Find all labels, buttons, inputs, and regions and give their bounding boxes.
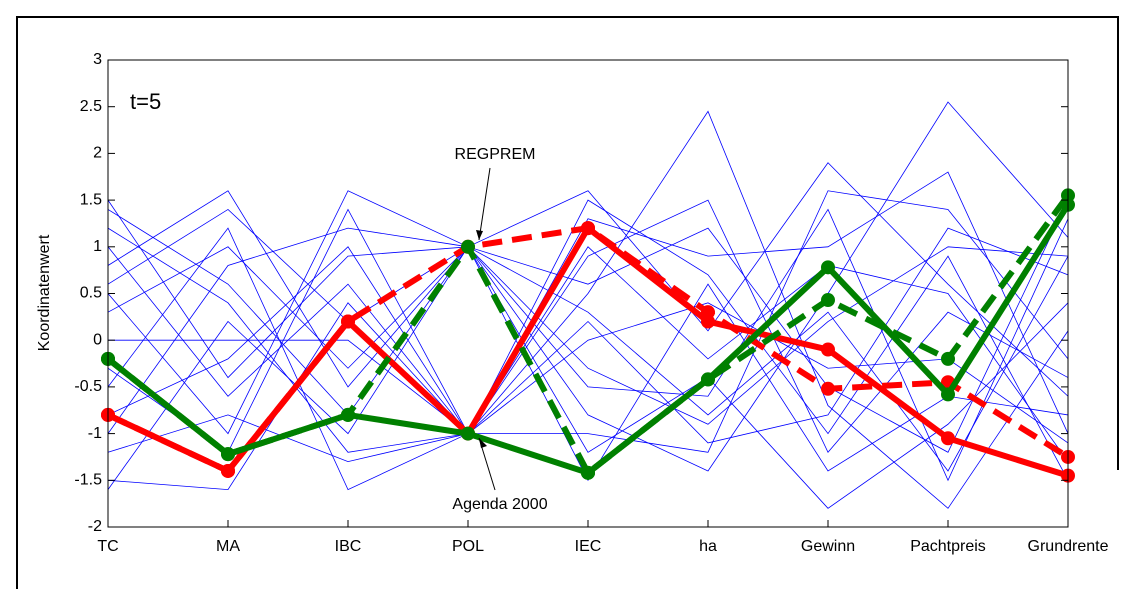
- series-marker: [941, 431, 955, 446]
- x-tick-label: IBC: [335, 538, 362, 555]
- y-tick-label: 0.5: [80, 285, 102, 302]
- y-tick-label: 0: [93, 331, 102, 348]
- series-marker: [461, 239, 475, 254]
- background-line: [108, 302, 1069, 444]
- y-axis-label: Koordinatenwert: [36, 234, 53, 351]
- background-line: [107, 199, 1069, 453]
- annotation: t=5: [130, 89, 161, 114]
- y-tick-label: -1.5: [74, 472, 102, 489]
- y-tick-label: -2: [88, 518, 102, 535]
- series-line: [106, 203, 1071, 476]
- y-tick-label: 1: [93, 238, 102, 255]
- series-marker: [941, 351, 955, 366]
- x-tick-label: Gewinn: [801, 538, 855, 555]
- series-marker: [341, 407, 355, 422]
- x-tick-label: POL: [452, 538, 484, 555]
- background-line: [107, 101, 1069, 472]
- series-marker: [821, 381, 835, 396]
- x-tick-label: TC: [97, 538, 118, 555]
- background-line: [107, 199, 1069, 491]
- background-line: [107, 208, 1069, 472]
- annotation-arrow: [478, 167, 491, 241]
- background-line: [107, 190, 1069, 453]
- y-tick-label: -1: [88, 425, 102, 442]
- series-marker: [341, 314, 355, 329]
- x-tick-label: MA: [216, 538, 240, 555]
- frame: [16, 16, 1119, 589]
- series-marker: [821, 293, 835, 308]
- y-tick-label: 2: [93, 145, 102, 162]
- background-line: [107, 208, 1069, 462]
- annotation: Agenda 2000: [452, 496, 547, 513]
- y-tick-label: 1.5: [80, 191, 102, 208]
- series-line: [106, 193, 1071, 476]
- x-tick-label: Grundrente: [1028, 538, 1109, 555]
- background-line: [107, 246, 1069, 482]
- series-marker: [701, 372, 715, 387]
- background-line: [107, 171, 1069, 491]
- x-tick-label: ha: [699, 538, 717, 555]
- background-line: [107, 162, 1069, 397]
- series-marker: [461, 426, 475, 441]
- series-marker: [221, 447, 235, 462]
- series-marker: [821, 342, 835, 357]
- y-tick-label: -0.5: [74, 378, 102, 395]
- background-line: [107, 227, 1069, 444]
- background-line: [107, 199, 1069, 481]
- x-tick-label: Pachtpreis: [910, 538, 986, 555]
- background-line: [107, 227, 1069, 509]
- series-marker: [701, 314, 715, 329]
- arrow-head: [479, 438, 487, 448]
- series-marker: [821, 260, 835, 275]
- y-tick-label: 2.5: [80, 98, 102, 115]
- x-tick-label: IEC: [575, 538, 602, 555]
- background-line: [107, 199, 1069, 425]
- series-marker: [581, 465, 595, 480]
- series-marker: [941, 387, 955, 402]
- plot-area: [101, 101, 1075, 509]
- series-marker: [581, 221, 595, 236]
- annotation: REGPREM: [455, 146, 536, 163]
- y-tick-label: 3: [93, 51, 102, 68]
- series-marker: [221, 463, 235, 478]
- arrow-head: [476, 230, 483, 240]
